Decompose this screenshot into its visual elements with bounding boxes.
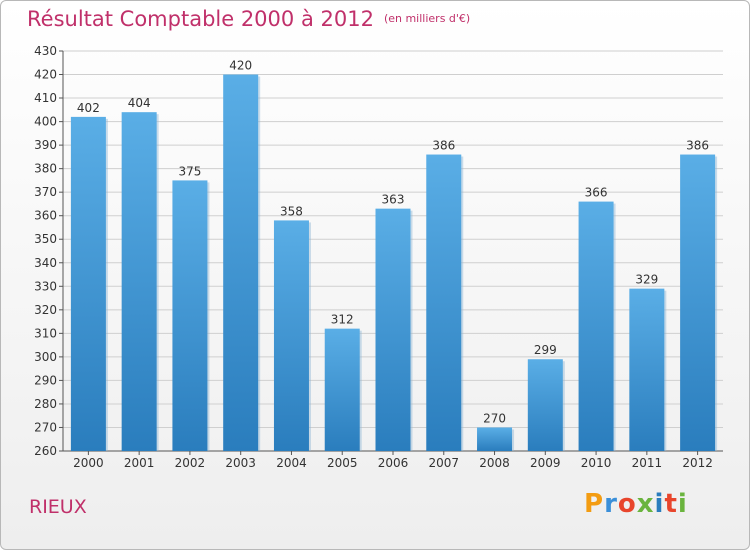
value-label: 329: [635, 273, 658, 287]
value-label: 375: [178, 164, 201, 178]
y-tick-label: 410: [34, 91, 57, 105]
x-tick-label: 2004: [276, 456, 307, 470]
x-tick-label: 2003: [225, 456, 256, 470]
bar: [477, 427, 513, 451]
value-label: 420: [229, 59, 252, 73]
bar: [324, 328, 360, 451]
y-tick-label: 260: [34, 444, 57, 458]
x-tick-label: 2006: [378, 456, 409, 470]
bar: [375, 208, 411, 451]
chart-title-text: Résultat Comptable 2000 à 2012: [27, 7, 374, 31]
logo-letter: r: [604, 489, 618, 519]
y-tick-label: 320: [34, 303, 57, 317]
x-tick-label: 2002: [175, 456, 206, 470]
logo-letter: i: [654, 489, 665, 519]
y-tick-label: 340: [34, 256, 57, 270]
town-name: RIEUX: [29, 496, 87, 518]
y-tick-label: 300: [34, 350, 57, 364]
bar: [680, 154, 716, 451]
x-tick-label: 2001: [124, 456, 155, 470]
y-tick-label: 430: [34, 44, 57, 58]
y-tick-label: 350: [34, 232, 57, 246]
y-tick-label: 280: [34, 397, 57, 411]
value-label: 386: [432, 139, 455, 153]
bar: [426, 154, 462, 451]
bar: [223, 74, 259, 451]
y-tick-label: 270: [34, 420, 57, 434]
y-tick-label: 330: [34, 279, 57, 293]
logo-letter: x: [636, 489, 655, 519]
logo-letter: o: [617, 489, 637, 519]
logo-letter: P: [584, 489, 605, 519]
x-tick-label: 2012: [682, 456, 713, 470]
value-label: 366: [585, 186, 608, 200]
value-label: 402: [77, 101, 100, 115]
value-label: 270: [483, 411, 506, 425]
x-tick-label: 2000: [73, 456, 104, 470]
y-tick-label: 400: [34, 115, 57, 129]
x-tick-label: 2010: [581, 456, 612, 470]
bar-layer: [70, 74, 718, 452]
x-tick-label: 2008: [479, 456, 510, 470]
x-tick-label: 2007: [428, 456, 459, 470]
value-label: 363: [382, 193, 405, 207]
y-tick-label: 420: [34, 68, 57, 82]
value-label: 312: [331, 313, 354, 327]
bar: [273, 220, 309, 451]
chart-unit-note: (en milliers d'€): [383, 12, 471, 25]
bar: [527, 359, 563, 451]
bar: [121, 112, 157, 452]
chart-title: Résultat Comptable 2000 à 2012 (en millie…: [27, 7, 470, 31]
x-tick-label: 2011: [632, 456, 663, 470]
x-tick-label: 2009: [530, 456, 561, 470]
value-label: 386: [686, 139, 709, 153]
logo-letter: t: [664, 489, 678, 519]
proxiti-logo[interactable]: Proxiti: [584, 489, 688, 519]
value-label: 358: [280, 204, 303, 218]
y-tick-label: 380: [34, 162, 57, 176]
y-tick-label: 360: [34, 209, 57, 223]
bar: [70, 116, 106, 451]
bar: [629, 288, 665, 451]
bar: [172, 180, 208, 452]
logo-letter: i: [677, 489, 688, 519]
y-tick-label: 310: [34, 326, 57, 340]
value-label: 404: [128, 96, 151, 110]
value-label: 299: [534, 343, 557, 357]
label-layer: 402 404 375 420 358 312 363 386 270 299 366 329 386: [77, 59, 709, 426]
y-tick-label: 370: [34, 185, 57, 199]
x-tick-label: 2005: [327, 456, 358, 470]
y-tick-label: 390: [34, 138, 57, 152]
bar: [578, 201, 614, 451]
y-tick-label: 290: [34, 373, 57, 387]
